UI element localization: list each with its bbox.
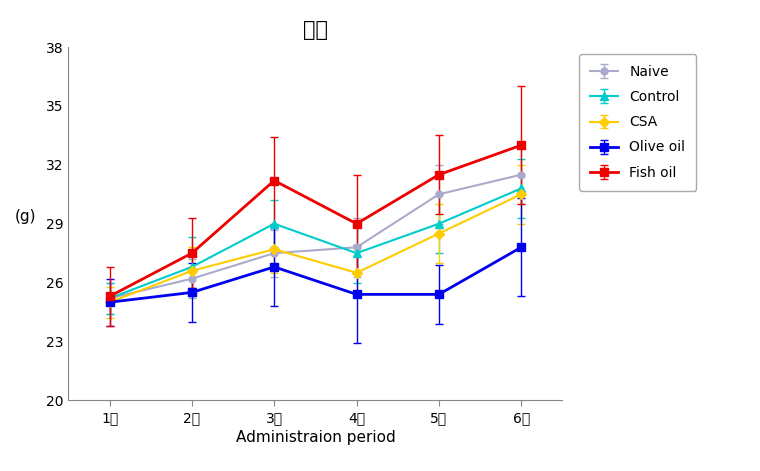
X-axis label: Administraion period: Administraion period	[236, 430, 395, 445]
Y-axis label: (g): (g)	[14, 209, 36, 224]
Title: 무게: 무게	[303, 20, 328, 40]
Legend: Naive, Control, CSA, Olive oil, Fish oil: Naive, Control, CSA, Olive oil, Fish oil	[579, 54, 696, 191]
